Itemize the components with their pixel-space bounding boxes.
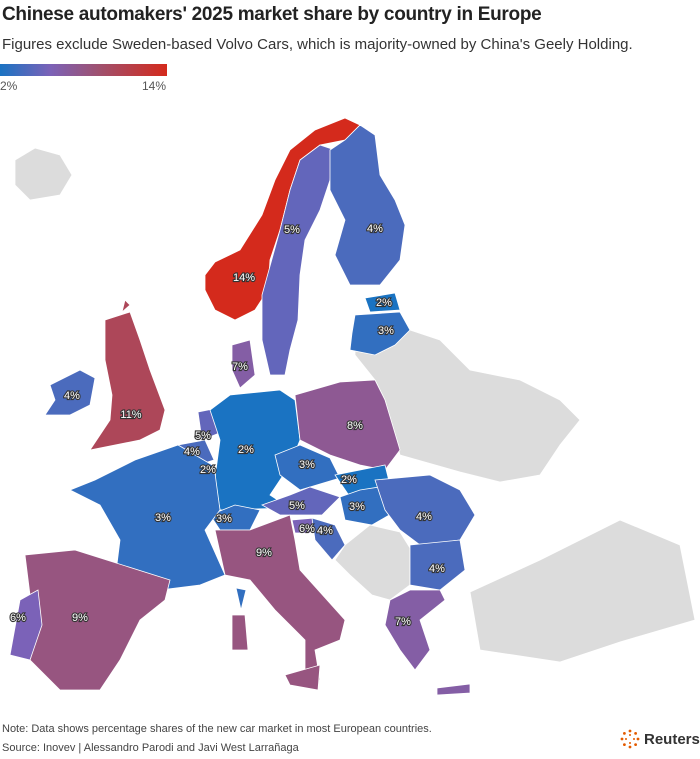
chart-subtitle: Figures exclude Sweden-based Volvo Cars,… xyxy=(2,36,633,53)
country-share-label: 6% xyxy=(299,523,315,535)
country-share-label: 3% xyxy=(349,501,365,513)
country-region-17 xyxy=(209,504,261,531)
country-region-18 xyxy=(291,517,316,534)
country-region-20 xyxy=(69,444,226,591)
europe-map: 14%5% 4%2%3%7%4%11%5%4%2%2%8%3%2%3%5%3%6%… xyxy=(9,117,696,696)
island-region-1 xyxy=(284,664,321,691)
footnote: Note: Data shows percentage shares of th… xyxy=(2,723,432,735)
country-share-label: 9% xyxy=(72,612,88,624)
country-share-label: 3% xyxy=(216,513,232,525)
country-share-label: 4% xyxy=(64,390,80,402)
country-region-23 xyxy=(409,539,466,591)
country-share-label: 2% xyxy=(376,297,392,309)
balkans-no-data-region xyxy=(334,524,411,601)
country-share-label: 4% xyxy=(367,223,383,235)
country-share-label: 6% xyxy=(10,612,26,624)
country-region-5 xyxy=(231,339,256,389)
island-region-3 xyxy=(436,683,471,696)
country-share-label: 4% xyxy=(184,446,200,458)
country-region-2 xyxy=(329,124,406,286)
source-credit: Source: Inovev | Alessandro Parodi and J… xyxy=(2,742,299,754)
country-share-label: 2% xyxy=(238,444,254,456)
country-region-21 xyxy=(214,514,346,681)
island-region-4 xyxy=(121,299,131,314)
country-share-label: 5% xyxy=(195,430,211,442)
legend-max-label: 14% xyxy=(142,79,167,93)
country-share-label: 8% xyxy=(347,420,363,432)
country-region-6 xyxy=(44,369,96,416)
country-share-label: 4% xyxy=(429,563,445,575)
chart-title: Chinese automakers' 2025 market share by… xyxy=(2,4,542,25)
country-share-label: 5% xyxy=(284,224,300,236)
reuters-logo-icon xyxy=(620,729,640,749)
country-region-4 xyxy=(349,311,411,356)
country-share-label: 14% xyxy=(233,272,255,284)
country-share-label: 7% xyxy=(395,616,411,628)
color-scale-legend xyxy=(0,64,167,76)
brand-name: Reuters xyxy=(644,730,700,748)
island-region-0 xyxy=(231,614,249,651)
country-share-label: 5% xyxy=(289,500,305,512)
country-share-label: 11% xyxy=(120,409,141,421)
country-share-label: 3% xyxy=(155,512,171,524)
legend-min-label: 2% xyxy=(0,79,18,93)
country-region-19 xyxy=(311,517,346,561)
country-region-3 xyxy=(364,292,401,313)
country-share-label: 3% xyxy=(299,459,315,471)
country-share-label: 2% xyxy=(341,474,357,486)
country-region-16 xyxy=(261,486,341,516)
country-region-12 xyxy=(294,379,401,471)
country-region-7 xyxy=(89,311,166,451)
country-region-1 xyxy=(261,144,336,376)
turkey-no-data-region xyxy=(469,519,696,663)
country-share-label: 3% xyxy=(378,325,394,337)
iceland-region xyxy=(14,147,73,201)
country-region-26 xyxy=(384,589,446,671)
country-share-label: 4% xyxy=(416,511,432,523)
country-share-label: 9% xyxy=(256,547,272,559)
country-share-label: 7% xyxy=(232,361,248,373)
country-region-11 xyxy=(209,389,301,511)
island-region-2 xyxy=(235,587,247,611)
country-share-label: 4% xyxy=(317,525,333,537)
reuters-logo: Reuters xyxy=(620,729,700,749)
country-share-label: 2% xyxy=(200,464,216,476)
country-region-25 xyxy=(9,589,43,661)
